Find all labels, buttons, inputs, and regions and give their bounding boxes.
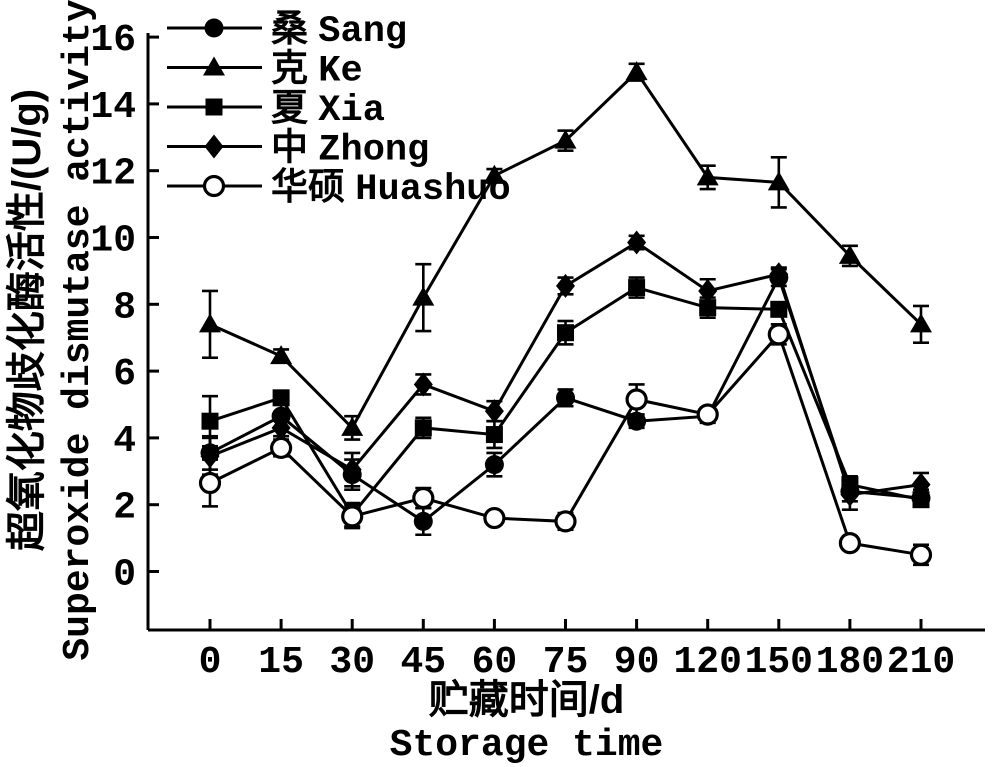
marker-filled-diamond [769,262,789,287]
y-tick-label: 10 [90,220,136,263]
marker-filled-triangle [483,164,506,184]
x-tick-label: 75 [543,641,589,684]
marker-filled-diamond [271,415,291,440]
x-tick-label: 0 [199,641,222,684]
marker-filled-circle [413,511,433,531]
marker-filled-diamond [698,278,718,303]
marker-filled-square [770,300,788,318]
legend-label: 桑 Sang [271,8,407,53]
y-tick-label: 6 [113,353,136,396]
x-tick-label: 210 [887,641,955,684]
legend-item-sang[interactable]: 桑 Sang [167,8,407,53]
y-tick-label: 4 [113,420,136,463]
series-ke [199,61,932,441]
y-axis-label-en: Superoxide dismutase activity [57,0,100,661]
marker-filled-triangle [199,313,221,333]
marker-open-circle [270,436,293,460]
marker-filled-square [557,324,574,342]
legend-label: 夏 Xia [271,87,385,132]
marker-open-circle [554,510,577,533]
marker-filled-square [628,279,646,297]
marker-filled-triangle [412,286,435,306]
marker-filled-triangle [767,171,790,191]
x-tick-label: 150 [745,641,813,684]
marker-filled-diamond [204,134,224,159]
marker-open-circle [341,505,364,528]
marker-open-circle [838,532,862,555]
marker-filled-square [272,389,290,407]
marker-filled-square [485,426,503,444]
marker-filled-triangle [341,416,364,436]
marker-filled-triangle [696,166,719,186]
marker-open-circle [909,543,933,566]
x-tick-label: 180 [816,641,884,684]
marker-filled-diamond [911,472,931,497]
y-tick-label: 12 [90,153,136,196]
marker-open-circle [198,471,222,495]
marker-filled-triangle [910,313,932,333]
marker-filled-diamond [840,482,860,507]
marker-filled-square [201,412,219,430]
legend-item-xia[interactable]: 夏 Xia [167,87,385,132]
marker-filled-triangle [203,56,225,76]
marker-filled-triangle [838,244,861,264]
legend-label: 克 Ke [271,48,363,93]
marker-filled-circle [484,455,504,475]
marker-filled-triangle [554,129,577,149]
marker-filled-diamond [484,399,504,424]
x-tick-label: 60 [472,641,518,684]
marker-open-circle [412,486,435,510]
marker-filled-diamond [413,372,433,397]
marker-open-circle [483,506,506,530]
marker-filled-triangle [270,345,293,365]
marker-filled-circle [627,411,647,431]
marker-filled-triangle [625,61,648,81]
marker-filled-diamond [627,230,647,255]
x-axis-label-en: Storage time [390,724,664,767]
y-tick-label: 2 [113,487,136,530]
marker-filled-circle [556,388,575,408]
marker-open-circle [696,403,719,426]
marker-filled-diamond [342,457,362,482]
x-axis-label-cn: 贮藏时间/d [429,678,625,722]
marker-open-circle [202,174,226,198]
x-tick-label: 90 [614,641,660,684]
x-tick-label: 45 [400,641,446,684]
series-zhong [200,230,931,512]
legend-item-huashuo[interactable]: 华硕 Huashuo [167,166,511,211]
axes: 0 2 4 6 8 10 12 14 16 0 15 30 45 60 75 90 120 150 180 210 贮藏… [5,0,985,767]
legend-label: 华硕 Huashuo [271,166,511,211]
marker-filled-diamond [200,444,220,469]
marker-filled-square [414,419,432,437]
x-tick-label: 15 [258,641,304,684]
marker-filled-diamond [556,273,575,298]
x-tick-label: 30 [329,641,375,684]
marker-open-circle [767,323,790,346]
legend-label: 中 Zhong [271,127,429,172]
x-tick-label: 120 [673,641,741,684]
y-tick-label: 8 [113,286,136,329]
legend-item-zhong[interactable]: 中 Zhong [167,127,429,172]
series-huashuo [198,323,933,567]
y-tick-label: 0 [113,554,136,597]
y-tick-label: 14 [90,86,136,129]
y-axis-label-cn: 超氧化物歧化酶活性/(U/g) [5,89,49,551]
y-tick-label: 16 [90,19,136,62]
marker-filled-circle [204,18,224,38]
marker-open-circle [625,388,648,411]
legend-item-ke[interactable]: 克 Ke [167,48,363,93]
marker-filled-square [205,98,223,116]
